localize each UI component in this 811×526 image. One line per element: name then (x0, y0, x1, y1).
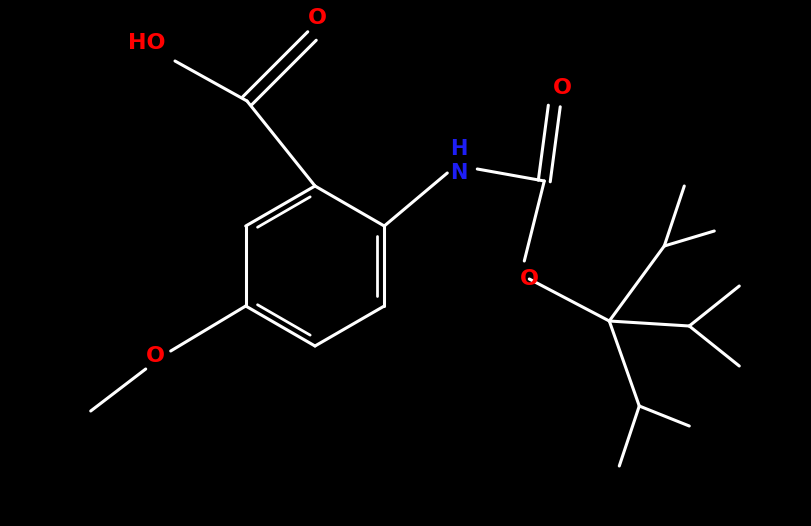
Text: HO: HO (128, 33, 165, 53)
Text: O: O (519, 269, 539, 289)
Text: O: O (552, 78, 571, 98)
Text: O: O (307, 8, 326, 28)
Text: O: O (146, 346, 165, 366)
Text: H
N: H N (450, 139, 467, 183)
